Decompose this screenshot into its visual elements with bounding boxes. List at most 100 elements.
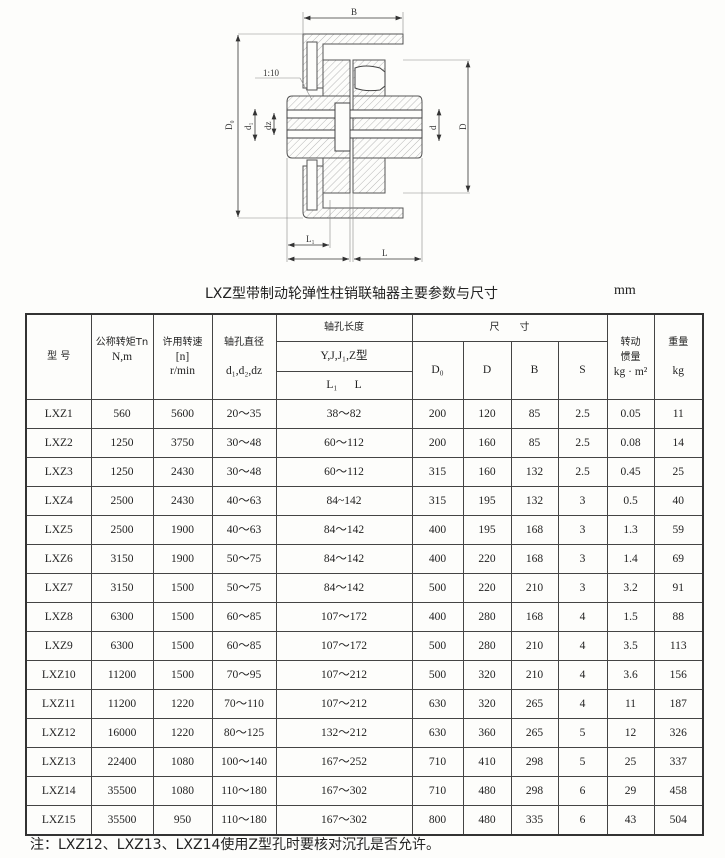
header-inertia-label2: 惯量 — [620, 351, 641, 363]
cell-bore-len: 84~142 — [275, 485, 413, 516]
cell-speed: 1900 — [152, 543, 213, 574]
cell-model: LXZ8 — [25, 601, 92, 632]
cell-B: 298 — [510, 746, 559, 777]
cell-bore-dia: 60～85 — [211, 601, 277, 632]
cell-weight: 187 — [653, 688, 704, 719]
cell-torque: 22400 — [90, 746, 154, 777]
cell-D: 160 — [462, 456, 512, 487]
header-torque-label: 公称转矩Tn — [95, 337, 149, 349]
cell-D: 280 — [462, 630, 512, 661]
cell-torque: 1250 — [90, 456, 154, 487]
cell-speed: 3750 — [152, 427, 213, 458]
table-row: LXZ9 6300 1500 60～85 107～172 500 280 210 4 3.5 113 — [25, 630, 704, 661]
header-speed: 许用转速 [n] r/min — [152, 313, 213, 400]
table-row: LXZ14 35500 1080 110～180 167～302 710 480 298 6 29… — [25, 775, 704, 806]
cell-speed: 2430 — [152, 485, 213, 516]
cell-B: 85 — [510, 427, 559, 458]
header-torque-unit: N,m — [111, 351, 133, 364]
cell-speed: 1080 — [152, 775, 213, 806]
cell-torque: 6300 — [90, 601, 154, 632]
cell-bore-dia: 110～180 — [211, 775, 277, 806]
label-B: B — [351, 7, 357, 17]
cell-weight: 458 — [653, 775, 704, 806]
cell-model: LXZ1 — [25, 398, 92, 429]
table-row: LXZ4 2500 2430 40～63 84~142 315 195 132 3 0.5 40 — [25, 485, 704, 516]
table-row: LXZ10 11200 1500 70～95 107～212 500 320 210 4 3.6 1… — [25, 659, 704, 690]
label-L: L — [382, 248, 388, 258]
cell-D: 195 — [462, 485, 512, 516]
header-speed-label: 许用转速 — [162, 337, 203, 349]
cell-model: LXZ9 — [25, 630, 92, 661]
cell-torque: 16000 — [90, 717, 154, 748]
cell-B: 265 — [510, 717, 559, 748]
header-bore-dia-label: 轴孔直径 — [224, 337, 264, 349]
table-row: LXZ15 35500 950 110～180 167～302 800 480 335 6 43 5… — [25, 804, 704, 835]
header-speed-n: [n] — [175, 351, 190, 364]
cell-bore-len: 84～142 — [275, 543, 413, 574]
cell-D: 280 — [462, 601, 512, 632]
cell-inertia: 3.6 — [606, 659, 655, 690]
cell-bore-len: 84～142 — [275, 572, 413, 603]
cell-weight: 88 — [653, 601, 704, 632]
cell-bore-len: 107～212 — [275, 659, 413, 690]
cell-S: 2.5 — [557, 398, 608, 429]
table-title: LXZ型带制动轮弹性柱销联轴器主要参数与尺寸 — [205, 286, 498, 302]
cell-bore-len: 60～112 — [275, 427, 413, 458]
label-D0: D₀ — [224, 120, 234, 130]
cell-D0: 710 — [411, 746, 464, 777]
header-weight-unit: kg — [672, 365, 685, 378]
cell-bore-len: 107～172 — [275, 601, 413, 632]
table-row: LXZ8 6300 1500 60～85 107～172 400 280 168 4 1.5 88 — [25, 601, 704, 632]
header-dims: 尺 寸 — [411, 313, 608, 342]
header-bore-len-sym: L₁ L — [275, 370, 413, 400]
cell-weight: 113 — [653, 630, 704, 661]
cell-bore-dia: 40～63 — [211, 485, 277, 516]
cell-bore-len: 60～112 — [275, 456, 413, 487]
cell-model: LXZ14 — [25, 775, 92, 806]
table-row: LXZ3 1250 2430 30～48 60～112 315 160 132 2.5 0.45 2… — [25, 456, 704, 487]
table-row: LXZ12 16000 1220 80～125 132～212 630 360 265 5 12 3… — [25, 717, 704, 748]
cell-model: LXZ5 — [25, 514, 92, 545]
header-weight: 重量 kg — [653, 313, 704, 400]
cell-bore-dia: 60～85 — [211, 630, 277, 661]
cell-inertia: 0.5 — [606, 485, 655, 516]
header-inertia: 转动 惯量 kg · m² — [606, 313, 655, 400]
cell-bore-len: 107～172 — [275, 630, 413, 661]
cell-speed: 5600 — [152, 398, 213, 429]
cell-D: 120 — [462, 398, 512, 429]
cell-bore-dia: 40～63 — [211, 514, 277, 545]
cell-B: 168 — [510, 543, 559, 574]
cell-bore-len: 84～142 — [275, 514, 413, 545]
label-taper: 1:10 — [263, 68, 280, 78]
cell-weight: 59 — [653, 514, 704, 545]
cell-bore-dia: 70～95 — [211, 659, 277, 690]
cell-torque: 11200 — [90, 688, 154, 719]
cell-D0: 400 — [411, 514, 464, 545]
cell-D0: 400 — [411, 601, 464, 632]
header-bore-dia-sym: d₁,d₂,dz — [225, 365, 263, 378]
cell-speed: 1500 — [152, 630, 213, 661]
cell-torque: 35500 — [90, 804, 154, 835]
cell-torque: 11200 — [90, 659, 154, 690]
cell-speed: 1220 — [152, 717, 213, 748]
cell-S: 3 — [557, 485, 608, 516]
cell-D0: 315 — [411, 456, 464, 487]
cell-model: LXZ6 — [25, 543, 92, 574]
header-weight-label: 重量 — [668, 337, 689, 349]
cell-D0: 710 — [411, 775, 464, 806]
cell-inertia: 12 — [606, 717, 655, 748]
cell-inertia: 0.45 — [606, 456, 655, 487]
cell-B: 168 — [510, 601, 559, 632]
footnote: 注：LXZ12、LXZ13、LXZ14使用Z型孔时要核对沉孔是否允许。 — [30, 837, 440, 853]
table-row: LXZ5 2500 1900 40～63 84～142 400 195 168 3 1.3 59 — [25, 514, 704, 545]
header-D0: D₀ — [411, 340, 464, 400]
cell-inertia: 1.4 — [606, 543, 655, 574]
cell-bore-dia: 110～180 — [211, 804, 277, 835]
cell-S: 3 — [557, 543, 608, 574]
cell-torque: 35500 — [90, 775, 154, 806]
cell-bore-len: 107～212 — [275, 688, 413, 719]
cell-D: 360 — [462, 717, 512, 748]
cell-S: 4 — [557, 630, 608, 661]
cell-weight: 14 — [653, 427, 704, 458]
cell-bore-dia: 30～48 — [211, 427, 277, 458]
